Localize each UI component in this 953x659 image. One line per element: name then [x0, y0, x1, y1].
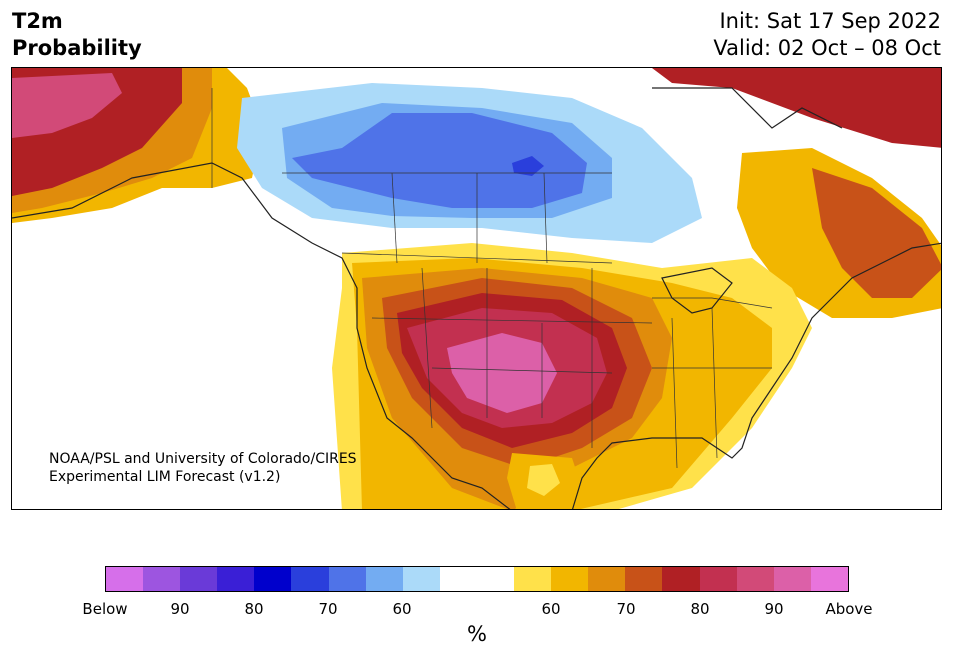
colorbar-tick-label: 90 [170, 600, 190, 618]
init-date: Init: Sat 17 Sep 2022 [719, 9, 941, 33]
colorbar-tick-label: 60 [392, 600, 412, 618]
colorbar-cell [328, 567, 366, 591]
credit-text: NOAA/PSL and University of Colorado/CIRE… [49, 450, 357, 486]
colorbar-cell [402, 567, 440, 591]
colorbar-tick-label: 80 [690, 600, 710, 618]
colorbar-cell [365, 567, 403, 591]
east-canada-warm-2 [812, 168, 941, 298]
colorbar-cell [773, 567, 811, 591]
title-line-1: T2m [12, 9, 63, 33]
probability-map [11, 67, 942, 510]
colorbar-cell [514, 567, 552, 591]
colorbar-cell [588, 567, 626, 591]
colorbar-tick-label: 70 [616, 600, 636, 618]
alaska-warm-core [12, 73, 122, 138]
colorbar-cell [254, 567, 292, 591]
map-title: T2m Probability [12, 8, 142, 62]
map-canvas [12, 68, 941, 509]
credit-line-1: NOAA/PSL and University of Colorado/CIRE… [49, 451, 357, 467]
probability-colorbar [105, 566, 849, 592]
canada-cool-core [512, 156, 544, 176]
colorbar-unit-label: % [467, 622, 487, 646]
colorbar-tick-label: 80 [244, 600, 264, 618]
colorbar-cell [551, 567, 589, 591]
arctic-warm [652, 68, 941, 148]
colorbar-cell [625, 567, 663, 591]
mexico-warm-core [527, 464, 560, 496]
title-line-2: Probability [12, 36, 142, 60]
credit-line-2: Experimental LIM Forecast (v1.2) [49, 469, 281, 485]
forecast-dates: Init: Sat 17 Sep 2022 Valid: 02 Oct – 08… [713, 8, 941, 62]
colorbar-tick-label: Below [82, 600, 128, 618]
colorbar-cell [106, 567, 144, 591]
canada-cool-inner [292, 113, 587, 208]
colorbar-cell [439, 567, 477, 591]
colorbar-cell [736, 567, 774, 591]
colorbar-tick-label: Above [825, 600, 873, 618]
colorbar-cell [180, 567, 218, 591]
colorbar-cell [662, 567, 700, 591]
us-warm-7 [447, 333, 557, 413]
colorbar-cell [699, 567, 737, 591]
colorbar-cell [143, 567, 181, 591]
colorbar-tick-label: 60 [541, 600, 561, 618]
colorbar-cell [291, 567, 329, 591]
political-borders [211, 88, 773, 469]
colorbar-tick-label: 70 [318, 600, 338, 618]
valid-range: Valid: 02 Oct – 08 Oct [713, 36, 941, 60]
colorbar-cell [810, 567, 848, 591]
coastlines [12, 87, 941, 509]
colorbar-cell [476, 567, 515, 591]
colorbar-cell [217, 567, 255, 591]
colorbar-tick-label: 90 [764, 600, 784, 618]
